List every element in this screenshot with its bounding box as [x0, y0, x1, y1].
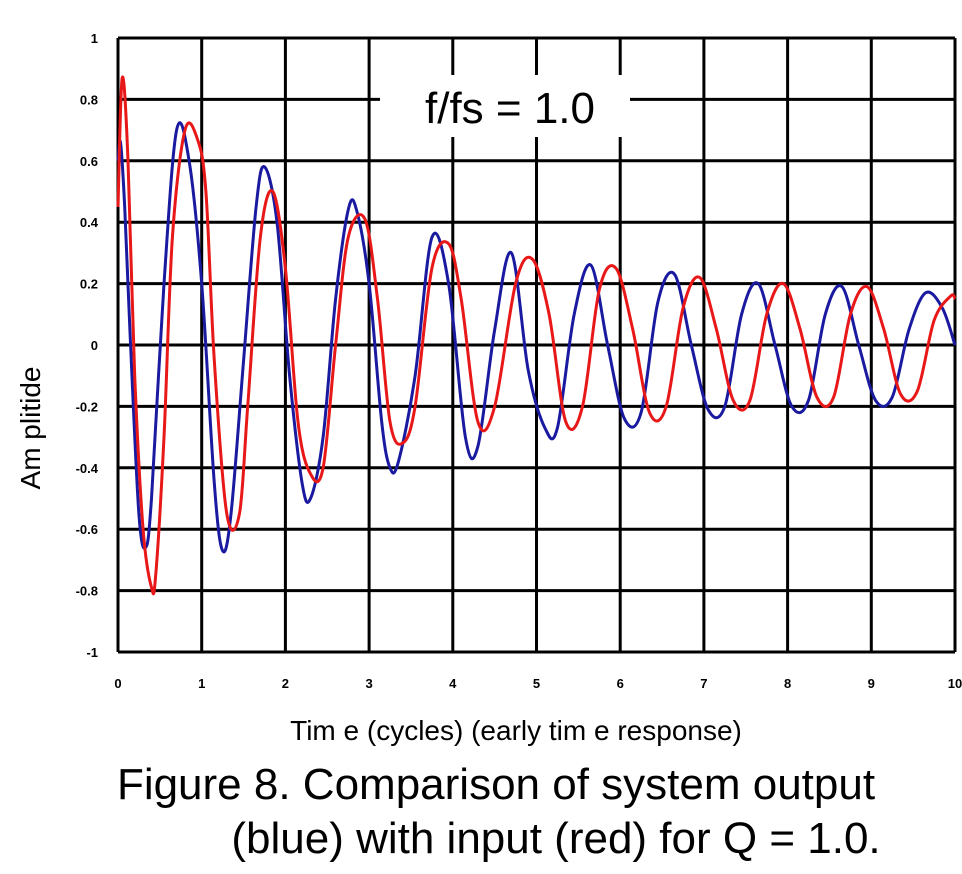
y-tick-label: 0.6 [80, 154, 98, 169]
x-tick-label: 7 [700, 676, 707, 691]
y-tick-label: -0.6 [76, 522, 98, 537]
y-tick-label: -0.2 [76, 399, 98, 414]
series-layer [116, 75, 957, 596]
y-tick-label: 1 [91, 31, 98, 46]
y-tick-label: 0.2 [80, 277, 98, 292]
annotation-box: f/fs = 1.0 [380, 75, 630, 137]
annotation-text: f/fs = 1.0 [425, 84, 595, 133]
y-tick-label: 0 [91, 338, 98, 353]
y-tick-label: 0.4 [80, 215, 99, 230]
x-tick-label: 1 [198, 676, 205, 691]
x-tick-label: 2 [282, 676, 289, 691]
y-tick-label: -0.4 [76, 461, 99, 476]
tick-labels: 0 1 2 3 4 5 6 7 8 9 10 -1 -0.8 -0.6 -0.4 -0.2 0 0.2 0.4 0.6… [76, 31, 962, 691]
y-axis-label: Am plitide [15, 367, 46, 490]
x-tick-label: 6 [617, 676, 624, 691]
x-tick-label: 0 [114, 676, 121, 691]
y-tick-label: -1 [86, 645, 98, 660]
caption-line-2: (blue) with input (red) for Q = 1.0. [231, 814, 881, 863]
y-tick-label: 0.8 [80, 92, 98, 107]
x-tick-label: 10 [948, 676, 962, 691]
x-tick-label: 5 [533, 676, 540, 691]
x-tick-label: 3 [365, 676, 372, 691]
x-tick-label: 9 [868, 676, 875, 691]
y-tick-label: -0.8 [76, 584, 98, 599]
x-tick-label: 8 [784, 676, 791, 691]
caption-line-1: Figure 8. Comparison of system output [116, 760, 876, 809]
series-line-input [116, 75, 957, 596]
grid [116, 36, 957, 654]
series-line-output [116, 121, 957, 554]
x-axis-label: Tim e (cycles) (early tim e response) [290, 715, 742, 746]
x-tick-label: 4 [449, 676, 457, 691]
annotation-background [380, 75, 630, 137]
